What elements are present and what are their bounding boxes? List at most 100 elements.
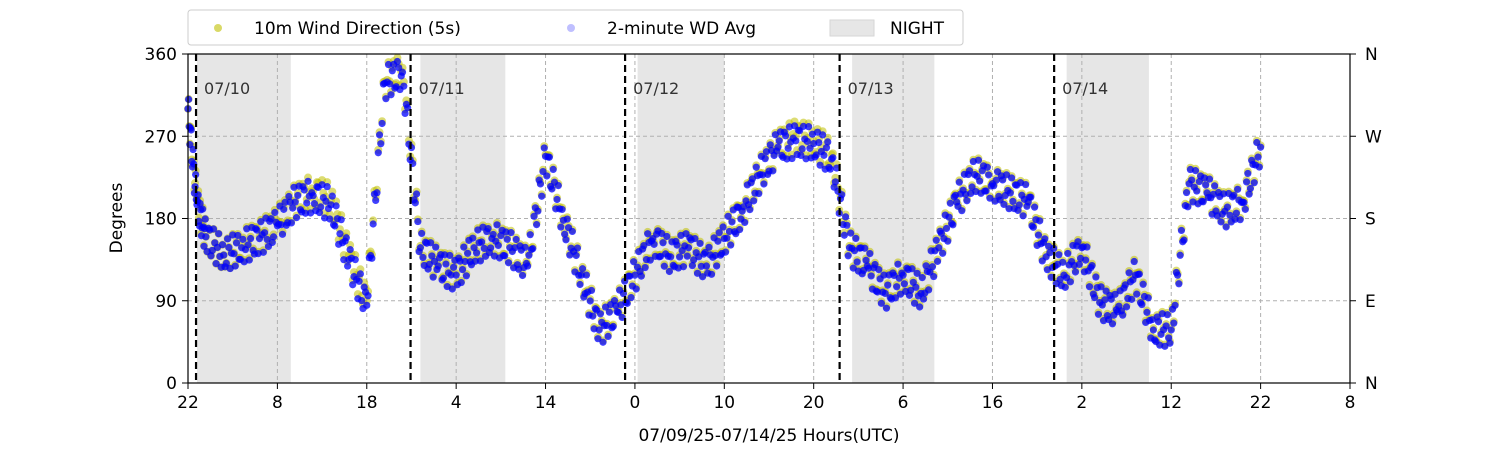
series-1-point-61: [1257, 143, 1265, 151]
series-1-sample-12-5: [387, 91, 395, 99]
series-1-sample-17-6: [478, 238, 486, 246]
series-1-sample-4-1: [239, 235, 247, 243]
series-1-point-15: [434, 262, 442, 270]
series-1-sample-16-9: [464, 249, 472, 257]
series-1-sample-47-7: [1015, 201, 1023, 209]
y2-tick-label-2: S: [1365, 210, 1376, 230]
series-1-sample-3-8: [230, 250, 238, 258]
series-1-sample-31-3: [724, 212, 732, 220]
series-1-sample-38-5: [852, 234, 860, 243]
series-1-sample-5-10: [268, 238, 276, 247]
series-1-sample-31-4: [725, 227, 734, 236]
series-1-sample-56-7: [1176, 251, 1184, 259]
series-1-sample-50-12: [1075, 260, 1083, 269]
series-1-sample-13-10: [411, 199, 419, 207]
series-1-sample-38-12: [861, 244, 869, 252]
series-1-sample-60-13: [1255, 163, 1263, 171]
y2-axis-ticks: N E S W N: [1350, 45, 1382, 394]
series-1-sample-55-11: [1163, 311, 1171, 319]
series-1-sample-10-1: [346, 246, 354, 254]
series-1-sample-25-1: [614, 308, 622, 317]
series-1-sample-18-4: [493, 221, 501, 229]
series-1-sample-0-12: [192, 171, 200, 179]
series-1-sample-2-13: [218, 241, 227, 249]
series-1-sample-44-8: [963, 197, 971, 205]
series-1-sample-11-4: [368, 254, 376, 262]
series-1-sample-14-12: [432, 243, 440, 251]
series-1-sample-12-1: [382, 95, 390, 103]
series-1-sample-5-1: [257, 218, 265, 226]
x-tick-label-12: 22: [1250, 393, 1272, 413]
series-1-sample-14-8: [427, 239, 435, 247]
series-1-sample-2-10: [215, 230, 223, 238]
series-1-sample-5-9: [267, 215, 275, 223]
series-1-sample-29-10: [697, 262, 705, 270]
series-1-sample-29-9: [696, 239, 704, 248]
series-1-point-16: [452, 271, 460, 279]
series-1-sample-55-13: [1166, 339, 1174, 347]
series-1-sample-10-10: [358, 296, 366, 305]
series-1-sample-26-12: [646, 256, 654, 264]
series-1-sample-29-11: [699, 273, 707, 281]
y-axis-label: Degrees: [107, 182, 127, 253]
series-1-sample-42-10: [930, 272, 938, 281]
series-1-point-7: [291, 198, 299, 206]
series-1-sample-46-8: [999, 176, 1007, 184]
y-axis-ticks: 0 90 180 270 360: [145, 45, 188, 394]
series-1-sample-45-4: [976, 177, 984, 185]
series-1-sample-8-10: [322, 197, 330, 205]
series-1-sample-42-9: [928, 263, 937, 271]
x-tick-label-10: 2: [1076, 393, 1087, 413]
series-1-sample-60-6: [1246, 184, 1254, 193]
series-1-sample-36-5: [816, 161, 824, 169]
series-1-sample-48-8: [1034, 231, 1043, 239]
series-1-sample-6-6: [281, 198, 289, 206]
series-1-sample-37-1: [829, 154, 837, 162]
series-1-sample-15-6: [442, 260, 450, 268]
series-1-sample-4-12: [253, 226, 261, 234]
series-1-sample-24-7: [604, 332, 612, 340]
series-1-sample-14-2: [419, 253, 427, 262]
series-1-sample-44-2: [955, 178, 963, 186]
series-1-sample-60-1: [1240, 199, 1248, 207]
day-label-0: 07/10: [204, 79, 250, 98]
series-1-point-28: [667, 253, 675, 261]
series-1-sample-8-5: [315, 208, 324, 217]
series-1-sample-47-12: [1022, 180, 1030, 189]
series-1-sample-15-12: [450, 263, 458, 271]
series-1-sample-21-6: [549, 165, 557, 174]
series-1-sample-34-8: [784, 144, 792, 152]
x-tick-label-5: 0: [630, 393, 641, 413]
series-1-sample-43-9: [946, 199, 954, 207]
series-1-sample-22-11: [573, 244, 582, 252]
series-1-sample-19-5: [512, 235, 520, 244]
series-1-sample-30-2: [705, 243, 713, 251]
series-1-sample-8-1: [310, 200, 319, 208]
series-1-sample-17-11: [484, 224, 492, 233]
series-1-sample-54-5: [1138, 300, 1146, 309]
series-1-point-13: [398, 68, 407, 76]
series-1-sample-8-11: [323, 183, 331, 191]
x-tick-label-11: 12: [1160, 393, 1182, 413]
series-1-sample-32-13: [755, 189, 763, 198]
legend-label-night: NIGHT: [890, 19, 945, 39]
series-1-sample-11-7: [372, 196, 380, 205]
series-1-sample-58-11: [1217, 218, 1225, 226]
series-1-sample-9-4: [332, 202, 340, 210]
series-1-sample-33-4: [761, 155, 769, 163]
series-1-sample-26-5: [637, 272, 645, 280]
series-1-sample-37-12: [843, 221, 851, 229]
series-1-sample-31-2: [723, 234, 731, 242]
series-1-point-34: [774, 143, 782, 151]
series-1-sample-52-10: [1108, 320, 1117, 328]
series-1-sample-41-11: [913, 269, 921, 277]
series-1-sample-26-1: [632, 285, 640, 293]
legend-label-2min-avg: 2-minute WD Avg: [607, 19, 756, 39]
series-1-sample-57-2: [1188, 176, 1196, 184]
legend: 10m Wind Direction (5s) 2-minute WD Avg …: [187, 9, 964, 46]
series-1-sample-23-13: [594, 335, 602, 343]
series-1-sample-10-3: [349, 281, 357, 289]
series-1-sample-25-11: [627, 293, 635, 302]
series-1-sample-22-13: [576, 280, 584, 289]
series-1-sample-27-8: [659, 239, 667, 247]
